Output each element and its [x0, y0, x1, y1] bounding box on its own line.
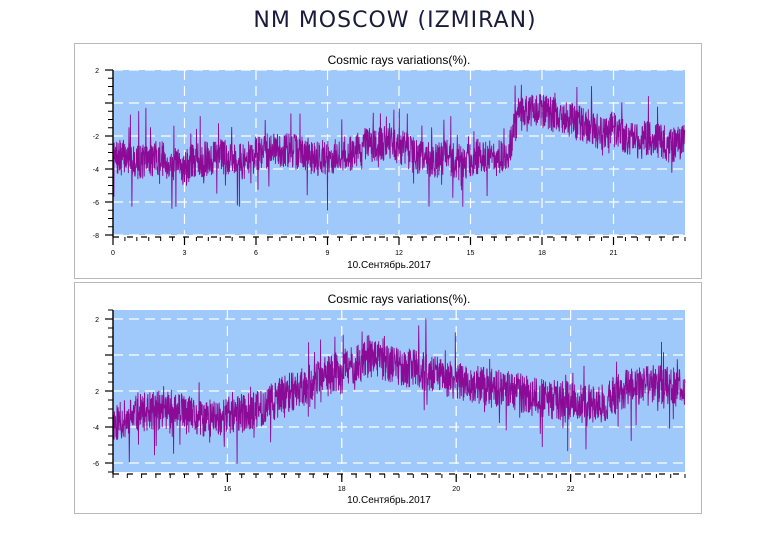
chart-top: Cosmic rays variations(%). 2 -2 -4 -6 -8 0 3 6 9 1… [93, 53, 686, 271]
chart-title: Cosmic rays variations(%). [328, 292, 471, 306]
x-axis-label: 10.Сентябрь.2017 [347, 259, 431, 271]
chart-title: Cosmic rays variations(%). [328, 53, 471, 67]
x-tick-label: 18 [338, 486, 346, 493]
page-title: NM MOSCOW (IZMIRAN) [253, 8, 537, 33]
x-tick-label: 3 [183, 250, 187, 257]
y-tick-label: -8 [93, 233, 99, 240]
chart-bottom: Cosmic rays variations(%).22-4-616 18 20 22… [93, 292, 686, 506]
x-tick-label: 9 [326, 250, 330, 257]
y-tick-label: -6 [93, 200, 99, 207]
x-tick-label: 0 [111, 250, 115, 257]
chart-panel-bottom: Cosmic rays variations(%). 2 2 -4 -6 16 18 20 22… [74, 282, 702, 514]
x-tick-label: 6 [254, 250, 258, 257]
series-line [112, 318, 686, 464]
y-tick-label: -6 [93, 461, 99, 468]
y-tick-label: -4 [93, 425, 99, 432]
x-tick-label: 16 [224, 486, 232, 493]
series-line [112, 84, 686, 211]
y-tick-label: 2 [95, 317, 99, 324]
chart-panel-top: Cosmic rays variations(%). 2 -2 -4 -6 -8 0 3 6 9 1… [74, 43, 702, 279]
y-tick-label: 2 [95, 389, 99, 396]
y-tick-label: 2 [95, 68, 99, 75]
x-tick-label: 21 [610, 250, 618, 257]
x-tick-label: 12 [395, 250, 403, 257]
x-tick-label: 20 [452, 486, 460, 493]
x-tick-label: 15 [467, 250, 475, 257]
x-axis-label: 10.Сентябрь.2017 [347, 494, 431, 506]
y-tick-label: -2 [93, 134, 99, 141]
x-tick-label: 22 [567, 486, 575, 493]
y-tick-label: -4 [93, 167, 99, 174]
x-tick-label: 18 [538, 250, 546, 257]
